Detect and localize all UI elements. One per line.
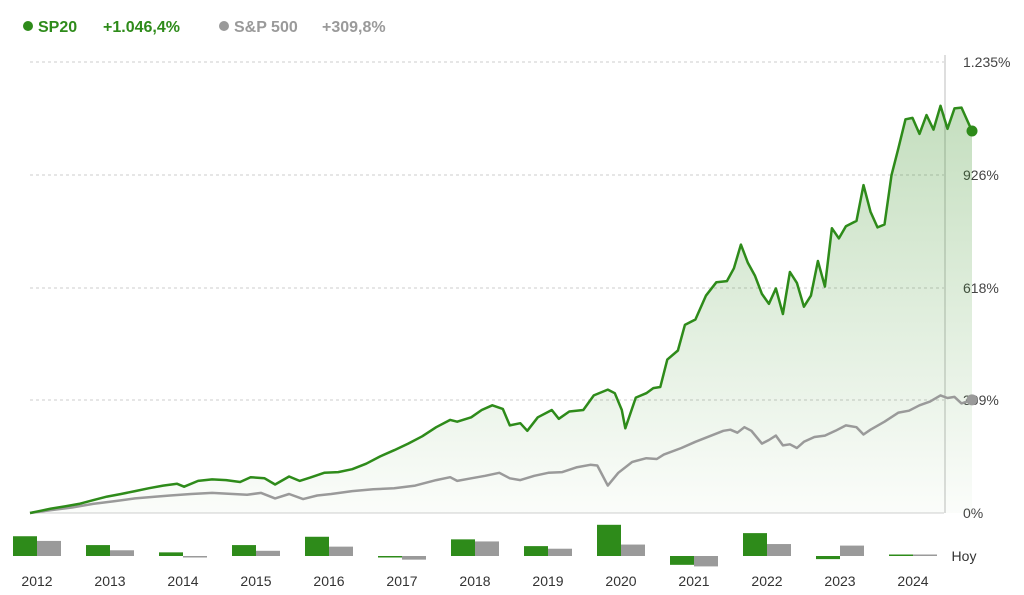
x-label-2024: 2024 (897, 573, 928, 589)
annual-bar-sp20 (524, 546, 548, 556)
x-label-2018: 2018 (459, 573, 490, 589)
annual-bar-sp500 (694, 556, 718, 567)
annual-bar-sp500 (329, 546, 353, 556)
y-tick-label: 1.235% (963, 54, 1010, 70)
annual-returns (13, 524, 937, 567)
legend-sp20-value: +1.046,4% (103, 19, 180, 36)
x-axis: 2012 2013 2014 2015 2016 2017 2018 2019 … (21, 548, 976, 589)
legend-sp500-value: +309,8% (322, 19, 386, 36)
annual-bar-sp500 (256, 550, 280, 556)
annual-bar-sp20 (889, 554, 913, 556)
x-label-2013: 2013 (94, 573, 125, 589)
annual-bar-sp20 (305, 536, 329, 556)
annual-bar-sp20 (743, 533, 767, 556)
legend-sp500-name: S&P 500 (234, 19, 298, 36)
annual-bar-sp20 (670, 556, 694, 565)
annual-bar-sp20 (159, 552, 183, 556)
annual-bar-sp20 (816, 556, 840, 560)
x-label-2014: 2014 (167, 573, 198, 589)
annual-bar-sp20 (86, 545, 110, 556)
x-label-2017: 2017 (386, 573, 417, 589)
sp500-end-marker (966, 394, 978, 406)
annual-bar-sp20 (597, 524, 621, 556)
legend-sp20-name: SP20 (38, 19, 77, 36)
annual-bar-sp500 (767, 544, 791, 556)
x-label-today: Hoy (952, 548, 977, 564)
legend-sp500-dot (219, 21, 229, 31)
x-label-2012: 2012 (21, 573, 52, 589)
series-layer (29, 104, 978, 515)
annual-bar-sp500 (110, 550, 134, 556)
x-label-2023: 2023 (824, 573, 855, 589)
annual-bar-sp20 (13, 536, 37, 556)
legend-sp20-dot (23, 21, 33, 31)
annual-bar-sp500 (402, 556, 426, 560)
legend: SP20 +1.046,4% S&P 500 +309,8% (23, 19, 386, 36)
annual-bar-sp500 (475, 541, 499, 556)
sp500-line (29, 394, 973, 515)
annual-bar-sp20 (232, 545, 256, 556)
x-label-2019: 2019 (532, 573, 563, 589)
x-label-2020: 2020 (605, 573, 636, 589)
annual-bar-sp500 (913, 554, 937, 556)
annual-bar-sp500 (840, 545, 864, 556)
sp20-end-marker (966, 125, 978, 137)
x-label-2016: 2016 (313, 573, 344, 589)
annual-bar-sp20 (378, 556, 402, 558)
x-label-2022: 2022 (751, 573, 782, 589)
sp20-line (29, 104, 974, 515)
annual-bar-sp500 (621, 544, 645, 556)
annual-bar-sp500 (183, 556, 207, 558)
annual-bar-sp20 (451, 539, 475, 556)
annual-bar-sp500 (37, 540, 61, 556)
x-label-2021: 2021 (678, 573, 709, 589)
sp20-area (30, 105, 972, 514)
x-label-2015: 2015 (240, 573, 271, 589)
annual-bar-sp500 (548, 548, 572, 556)
